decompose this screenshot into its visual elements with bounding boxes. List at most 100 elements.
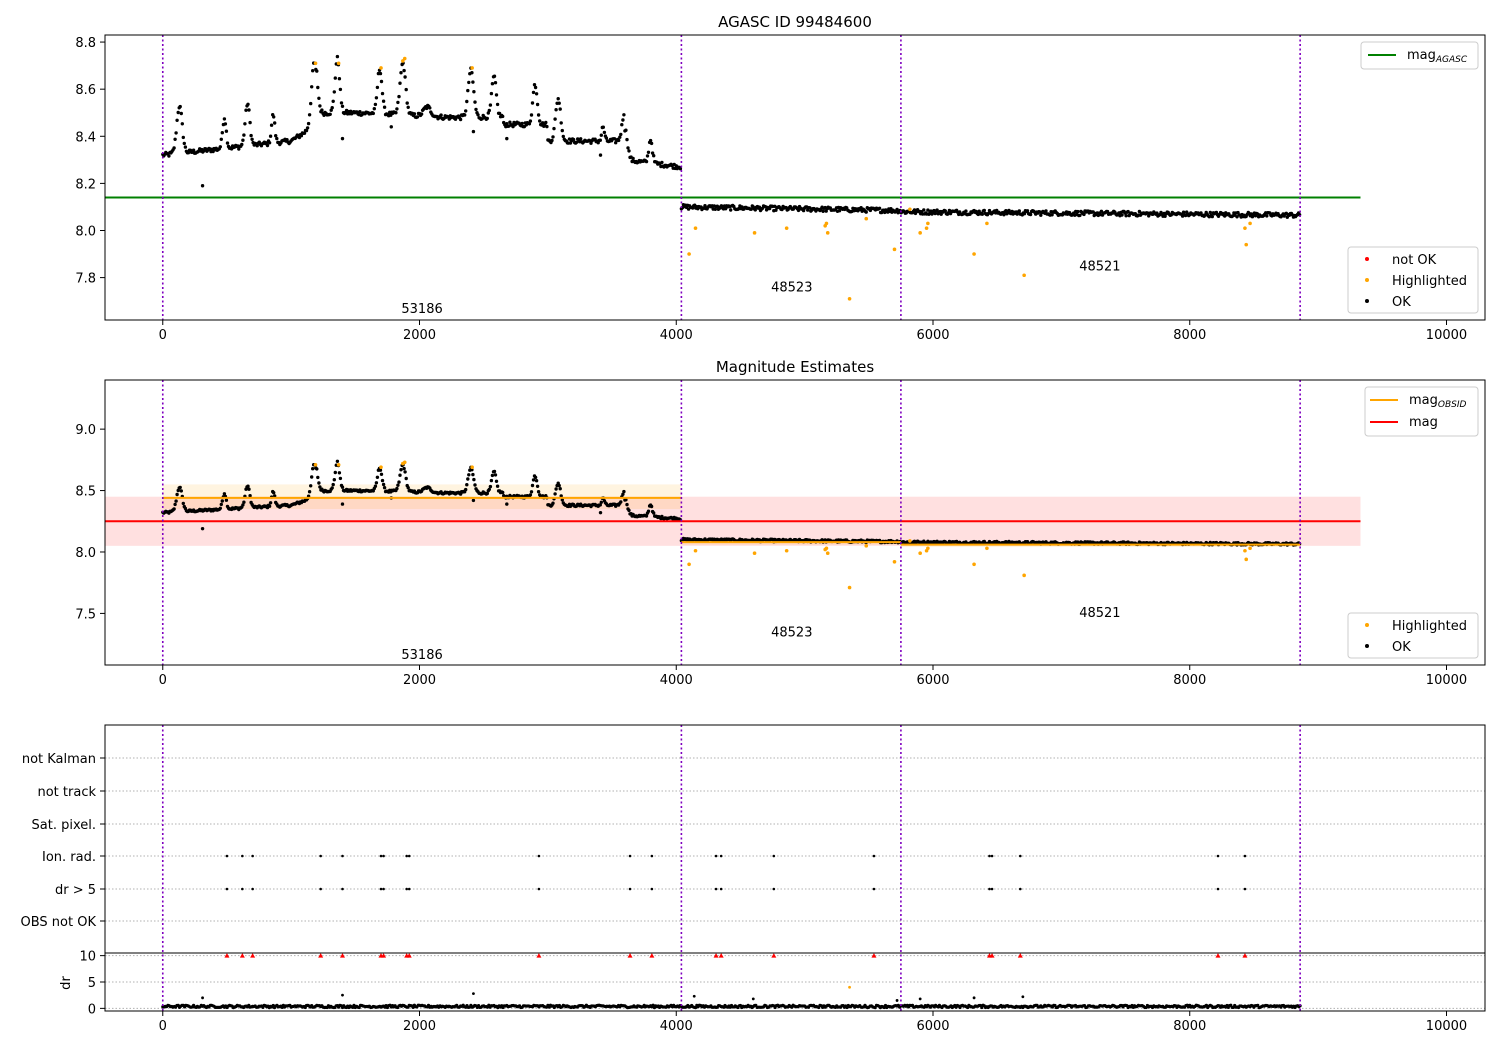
dr-outlier-point [972, 996, 976, 1000]
ok-point [645, 154, 650, 158]
flag-row-label: Sat. pixel. [32, 818, 96, 833]
ok-point [729, 208, 733, 212]
ok-point [599, 500, 603, 504]
ok-point [528, 493, 533, 497]
ok-point [242, 500, 246, 504]
y-tick-label: 8.2 [75, 177, 96, 192]
ok-point [181, 501, 185, 506]
ok-point [464, 109, 468, 113]
ok-point [425, 106, 429, 111]
highlighted-point [892, 560, 897, 564]
ok-point [183, 145, 188, 149]
ok-point [1050, 213, 1054, 217]
flag-event-point [241, 887, 244, 891]
ok-point [557, 483, 561, 488]
ok-point [644, 514, 649, 518]
ok-point [527, 122, 532, 126]
ok-point [275, 136, 279, 141]
highlighted-point [313, 462, 318, 467]
ok-point [175, 492, 179, 497]
legend-point-swatch [1365, 644, 1369, 648]
ok-point [644, 159, 649, 164]
ok-point [466, 88, 470, 93]
ok-point [598, 510, 603, 515]
ok-point [471, 129, 476, 134]
ok-point [340, 104, 345, 109]
ok-point [305, 126, 310, 130]
y-tick-label: 8.5 [75, 485, 96, 500]
ok-point [646, 509, 651, 513]
ok-point [218, 506, 222, 510]
ok-point [374, 96, 379, 100]
flag-event-point [241, 854, 244, 858]
ok-point [529, 113, 534, 117]
x-tick-label: 6000 [916, 673, 949, 688]
ok-point [218, 145, 222, 149]
panel-flags: not Kalman not track Sat. pixel. Ion. rad. d… [21, 724, 1486, 1034]
ok-point [599, 133, 603, 137]
ok-point [533, 85, 538, 90]
ok-point [302, 131, 307, 135]
ok-point [405, 101, 409, 105]
ok-point [219, 502, 223, 507]
x-tick-label: 2000 [403, 673, 436, 688]
flag-event-point [341, 854, 344, 858]
ok-point [1210, 214, 1215, 219]
legend-point-swatch [1365, 299, 1369, 303]
panel1-title: AGASC ID 99484600 [718, 13, 872, 31]
dr-clipped-marker [718, 953, 724, 958]
ok-point [315, 467, 319, 471]
dr-clipped-marker [713, 953, 719, 958]
ok-point [180, 122, 184, 126]
highlighted-point [864, 216, 869, 221]
flag-event-point [1018, 887, 1022, 891]
x-tick-label: 6000 [916, 328, 949, 343]
highlighted-point [1022, 573, 1026, 578]
legend-point-label: OK [1392, 295, 1411, 310]
ok-point [492, 469, 497, 474]
ok-point [533, 475, 538, 480]
dr-outlier-point [895, 999, 899, 1002]
ok-point [1002, 213, 1006, 217]
ok-point [535, 484, 540, 488]
dr-outlier-point [1021, 995, 1025, 999]
dr-axis-label: dr [59, 976, 74, 990]
ok-point [395, 486, 399, 491]
ok-point [244, 108, 248, 112]
flag-event-point [251, 887, 254, 891]
ok-point [415, 115, 420, 119]
dr-outlier-point [472, 992, 475, 995]
panel-agasc: AGASC ID 99484600 0 2000 4000 6000 8000 10000… [75, 13, 1486, 343]
ok-point [396, 483, 400, 487]
ok-point [487, 487, 491, 492]
ok-point [331, 99, 335, 104]
dr-clipped-marker [381, 953, 387, 958]
flag-event-point [990, 854, 994, 858]
ok-point [240, 142, 244, 147]
ok-point [178, 104, 182, 109]
ok-point [332, 90, 336, 94]
flag-event-point [772, 854, 776, 858]
highlighted-point [784, 226, 789, 230]
ok-point [265, 143, 270, 148]
dr-clipped-marker [989, 953, 995, 958]
ok-point [627, 508, 631, 513]
flag-event-point [719, 854, 723, 858]
ok-point [490, 82, 495, 86]
ok-point [412, 112, 417, 116]
ok-point [1155, 211, 1159, 215]
ok-point [485, 491, 489, 496]
ok-point [174, 131, 178, 135]
y-tick-label: 7.5 [75, 607, 96, 622]
ok-point [473, 100, 477, 104]
ok-point [310, 475, 314, 479]
panel3-frame [104, 724, 1486, 1012]
dr-clipped-marker [1242, 953, 1248, 958]
flag-event-point [650, 854, 654, 858]
legend-point-swatch [1365, 278, 1369, 282]
ok-point [309, 484, 313, 488]
ok-point [713, 207, 717, 211]
ok-point [531, 478, 536, 482]
highlighted-point [784, 548, 789, 553]
ok-point [220, 499, 224, 503]
